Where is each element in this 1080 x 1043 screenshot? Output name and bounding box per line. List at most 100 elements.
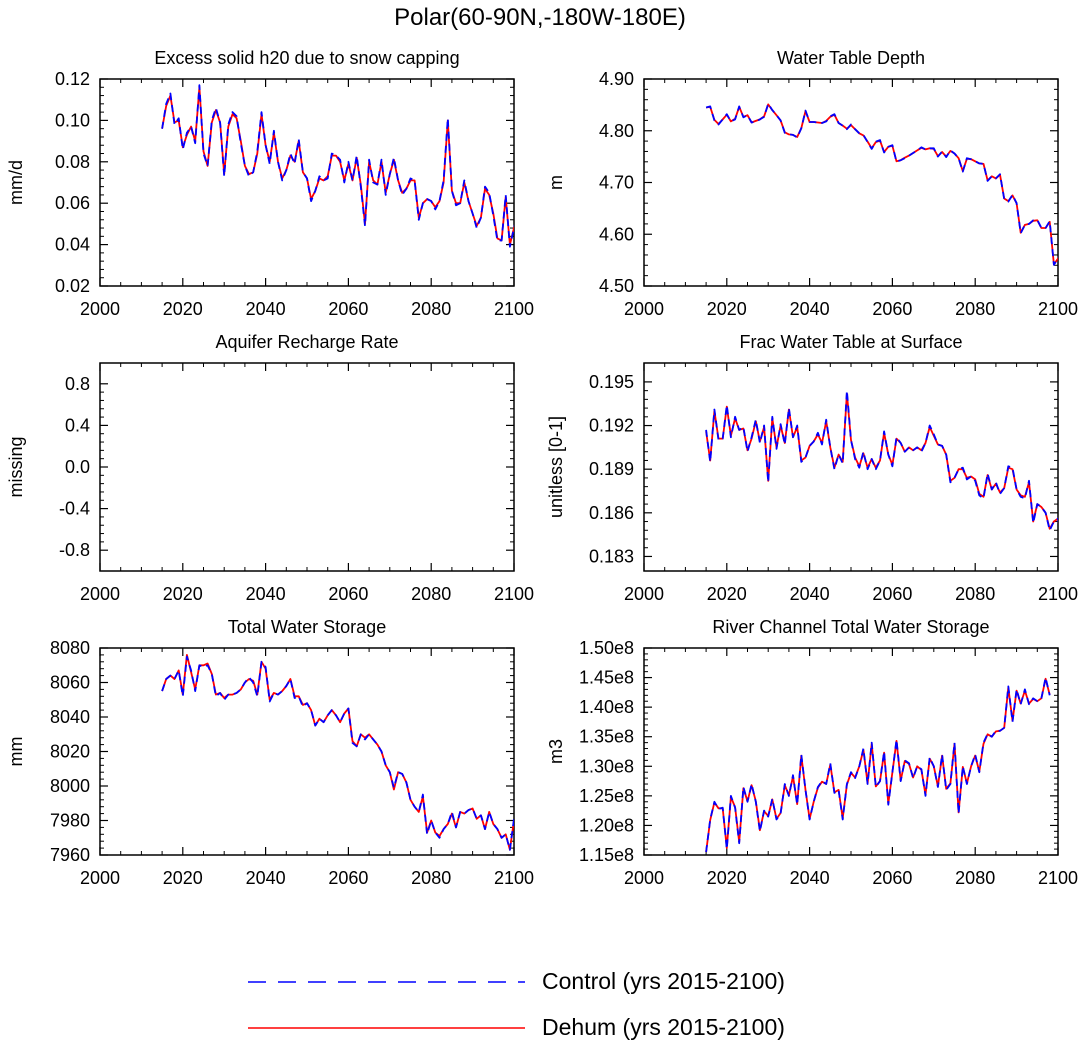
x-tick-label: 2040 [246, 584, 286, 604]
legend-label-dehum: Dehum (yrs 2015-2100) [542, 1014, 785, 1040]
y-tick-label: 1.50e8 [579, 638, 634, 658]
y-tick-label: 0.189 [589, 459, 634, 479]
x-tick-label: 2100 [494, 584, 534, 604]
series-line-dehum [161, 86, 514, 246]
y-tick-label: 4.90 [599, 69, 634, 89]
y-tick-label: 0.4 [65, 415, 90, 435]
y-tick-label: 0.195 [589, 372, 634, 392]
y-tick-label: 1.45e8 [579, 668, 634, 688]
series-line-dehum [161, 654, 514, 851]
panel-title: Aquifer Recharge Rate [215, 332, 398, 352]
x-tick-label: 2100 [1038, 868, 1078, 888]
y-tick-label: 8040 [50, 707, 90, 727]
y-tick-label: 8000 [50, 776, 90, 796]
y-tick-label: 0.02 [55, 276, 90, 296]
y-tick-label: 0.0 [65, 457, 90, 477]
y-tick-label: 0.10 [55, 110, 90, 130]
x-tick-label: 2060 [328, 868, 368, 888]
x-tick-label: 2100 [494, 299, 534, 319]
legend-label-control: Control (yrs 2015-2100) [542, 968, 785, 994]
series-line-dehum [705, 677, 1051, 853]
x-tick-label: 2100 [1038, 584, 1078, 604]
x-tick-label: 2080 [411, 584, 451, 604]
x-tick-label: 2000 [624, 299, 664, 319]
figure-title: Polar(60-90N,-180W-180E) [394, 4, 686, 31]
x-tick-label: 2040 [246, 868, 286, 888]
series-line-control [705, 676, 1051, 853]
y-tick-label: 0.06 [55, 193, 90, 213]
y-tick-label: 1.30e8 [579, 756, 634, 776]
panel-frac-water-table: Frac Water Table at Surface unitless [0-… [546, 332, 1078, 604]
y-axis-label: m3 [546, 739, 566, 764]
y-tick-label: 0.12 [55, 69, 90, 89]
panel-title: Water Table Depth [777, 48, 925, 68]
x-tick-label: 2020 [707, 299, 747, 319]
y-tick-label: 0.192 [589, 416, 634, 436]
x-tick-label: 2060 [328, 584, 368, 604]
x-tick-label: 2040 [790, 299, 830, 319]
x-tick-label: 2080 [955, 299, 995, 319]
y-tick-label: 0.183 [589, 546, 634, 566]
panel-title: Excess solid h20 due to snow capping [154, 48, 459, 68]
plot-frame [643, 78, 1059, 287]
x-tick-label: 2000 [80, 299, 120, 319]
x-tick-label: 2020 [707, 868, 747, 888]
y-tick-label: 0.04 [55, 235, 90, 255]
x-tick-label: 2080 [955, 868, 995, 888]
y-tick-label: 8020 [50, 742, 90, 762]
y-tick-label: 4.80 [599, 121, 634, 141]
y-tick-label: 8080 [50, 638, 90, 658]
y-tick-label: 0.08 [55, 152, 90, 172]
series-line-control [705, 102, 1058, 266]
series-line-control [161, 655, 514, 851]
panel-excess-solid-h2o: Excess solid h20 due to snow capping mm/… [6, 48, 534, 319]
y-tick-label: 1.20e8 [579, 815, 634, 835]
y-tick-label: 7960 [50, 845, 90, 865]
x-tick-label: 2040 [790, 868, 830, 888]
panel-water-table-depth: Water Table Depth m 2000 2020 2040 2060 2080… [546, 48, 1078, 319]
panel-river-channel-storage: River Channel Total Water Storage m3 200… [546, 617, 1078, 888]
x-tick-label: 2060 [872, 584, 912, 604]
x-tick-label: 2080 [411, 868, 451, 888]
panel-title: Frac Water Table at Surface [739, 332, 962, 352]
x-tick-label: 2000 [624, 868, 664, 888]
x-tick-label: 2040 [246, 299, 286, 319]
y-tick-label: -0.8 [59, 540, 90, 560]
series-line-control [161, 84, 514, 248]
y-tick-label: -0.4 [59, 499, 90, 519]
y-tick-label: 7980 [50, 811, 90, 831]
legend: Control (yrs 2015-2100) Dehum (yrs 2015-… [248, 968, 785, 1040]
y-axis-label: missing [6, 436, 26, 497]
plot-frame [643, 647, 1059, 856]
series-line-control [705, 389, 1058, 532]
panel-title: Total Water Storage [228, 617, 386, 637]
x-tick-label: 2100 [1038, 299, 1078, 319]
y-tick-label: 1.35e8 [579, 727, 634, 747]
x-tick-label: 2020 [163, 299, 203, 319]
x-tick-label: 2000 [80, 868, 120, 888]
x-tick-label: 2100 [494, 868, 534, 888]
plot-frame [99, 362, 515, 572]
y-tick-label: 4.50 [599, 276, 634, 296]
y-tick-label: 4.70 [599, 173, 634, 193]
panel-title: River Channel Total Water Storage [712, 617, 989, 637]
x-tick-label: 2020 [163, 868, 203, 888]
y-tick-label: 1.40e8 [579, 697, 634, 717]
x-tick-label: 2020 [163, 584, 203, 604]
plot-frame [643, 362, 1059, 572]
y-axis-label: m [546, 175, 566, 190]
x-tick-label: 2060 [328, 299, 368, 319]
y-axis-label: mm/d [6, 160, 26, 205]
x-tick-label: 2020 [707, 584, 747, 604]
y-tick-label: 0.8 [65, 374, 90, 394]
x-tick-label: 2000 [80, 584, 120, 604]
y-axis-label: mm [6, 737, 26, 767]
x-tick-label: 2000 [624, 584, 664, 604]
y-tick-label: 1.25e8 [579, 786, 634, 806]
y-axis-label: unitless [0-1] [546, 416, 566, 518]
y-tick-label: 4.60 [599, 224, 634, 244]
x-tick-label: 2060 [872, 299, 912, 319]
y-tick-label: 0.186 [589, 503, 634, 523]
x-tick-label: 2080 [411, 299, 451, 319]
